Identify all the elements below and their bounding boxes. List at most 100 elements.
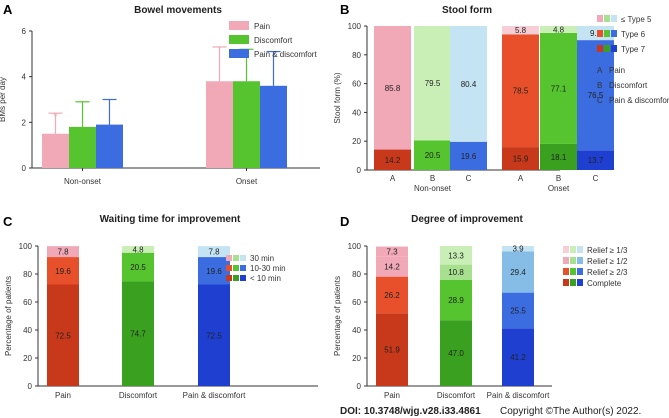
panel-b-key-label: Discomfort (609, 81, 648, 90)
panel-d-legend-swatch (563, 257, 569, 264)
panel-c-category-label: Pain (55, 391, 71, 400)
panel-d-bar-segment (502, 292, 534, 329)
panel-a-y-tick-label: 4 (22, 73, 27, 82)
panel-d-legend-swatch (577, 268, 583, 275)
panel-d-legend-swatch (563, 268, 569, 275)
panel-b-y-tick-label: 20 (352, 137, 361, 146)
panel-d-bar-segment (502, 251, 534, 293)
panel-d-bar-segment (502, 328, 534, 386)
panel-b-bar-label: 76.5 (588, 91, 604, 100)
panel-c-legend-swatch (240, 255, 246, 261)
panel-b-y-axis-label: Stool form (%) (333, 72, 342, 123)
panel-b-legend-swatch (597, 45, 603, 52)
panel-d-bar-label: 10.8 (448, 268, 464, 277)
panel-d-bar-label: 13.3 (448, 251, 464, 260)
panel-a-bar (233, 81, 260, 168)
panel-c-legend-swatch (233, 255, 239, 261)
panel-c-bar-label: 72.5 (206, 331, 222, 340)
panel-b-bar-label: 4.8 (553, 25, 565, 34)
panel-c-bar-label: 4.8 (132, 245, 144, 254)
panel-d-bar-label: 25.5 (510, 306, 526, 315)
panel-d-legend-swatch (563, 246, 569, 253)
panel-b-bar-segment (540, 143, 577, 170)
panel-b-bar-label: 77.1 (551, 84, 567, 93)
panel-b-category-label: C (593, 174, 599, 183)
copyright-text: Copyright ©The Author(s) 2022. (500, 406, 641, 417)
panel-d-bar-label: 41.2 (510, 353, 526, 362)
panel-c-legend-swatch (226, 255, 232, 261)
panel-c-legend-swatch (233, 275, 239, 281)
panel-c-bar-segment (47, 246, 79, 258)
panel-letter-a: A (3, 2, 13, 17)
figure-panels: A Bowel movements 0 2 4 6 BMs per day Non-onset… (0, 2, 669, 400)
panel-b-category-label: B (430, 174, 435, 183)
panel-c-bar-segment (198, 257, 230, 285)
panel-c-legend-label: 10-30 min (250, 264, 286, 273)
panel-d-bar-label: 3.9 (512, 245, 524, 254)
panel-a-bar (96, 124, 123, 168)
panel-b-y-tick-label: 80 (352, 51, 361, 60)
panel-b-key-letter: A (597, 66, 603, 75)
panel-a-y-axis-label: BMs per day (0, 77, 7, 122)
panel-a-legend-label: Discomfort (254, 36, 293, 45)
panel-d-legend-swatch (577, 257, 583, 264)
panel-b-legend-swatch (611, 45, 617, 52)
panel-b-legend-swatch (604, 45, 610, 52)
panel-c-bar-segment (47, 284, 79, 386)
panel-b-bar-label: 14.2 (385, 156, 401, 165)
panel-a-legend-label: Pain & discomfort (254, 50, 317, 59)
panel-d-bar-segment (440, 246, 472, 265)
panel-letter-d: D (340, 214, 349, 229)
panel-b-bar-segment (450, 141, 487, 170)
panel-c-bar-segment (198, 284, 230, 386)
panel-d-bar-segment (376, 276, 408, 314)
panel-d-legend-label: Complete (587, 279, 622, 288)
panel-b-legend-label: Type 7 (621, 45, 646, 54)
panel-d-legend-swatch (577, 246, 583, 253)
panel-b-legend-label: Type 6 (621, 30, 646, 39)
panel-d-legend-label: Relief ≥ 2/3 (587, 268, 628, 277)
panel-a-y-tick-label: 2 (22, 118, 27, 127)
panel-b-bar-segment (577, 150, 614, 170)
panel-d-legend-swatch (577, 279, 583, 286)
panel-a-bar (206, 81, 233, 168)
panel-b-bar-label: 20.5 (425, 151, 441, 160)
panel-c-y-tick-label: 60 (23, 298, 32, 307)
panel-b-legend-swatch (597, 30, 603, 37)
panel-a-bar (260, 85, 287, 168)
panel-a-legend-swatch (229, 35, 249, 44)
panel-d-bar-segment (440, 279, 472, 321)
panel-b-bar-label: 78.5 (513, 87, 529, 96)
panel-b-bar-segment (374, 26, 411, 150)
panel-c-bar-label: 72.5 (55, 331, 71, 340)
panel-d-bar-segment (502, 246, 534, 252)
panel-d-bar-segment (440, 264, 472, 280)
panel-d-bar-label: 51.9 (384, 346, 400, 355)
panel-b-bar-label: 79.5 (425, 79, 441, 88)
panel-c-legend-swatch (233, 265, 239, 271)
panel-b-y-tick-label: 60 (352, 80, 361, 89)
panel-d-y-tick-label: 80 (352, 270, 361, 279)
panel-d-legend-swatch (570, 257, 576, 264)
panel-b-bar-segment (502, 147, 539, 170)
panel-b-y-tick-label: 40 (352, 108, 361, 117)
panel-b-bar-segment (540, 32, 577, 144)
panel-b-bar-segment (414, 140, 451, 170)
panel-b-bar-label: 18.1 (551, 153, 567, 162)
panel-d-bar-segment (376, 313, 408, 386)
panel-c-y-tick-label: 20 (23, 354, 32, 363)
panel-b-title: Stool form (442, 5, 492, 16)
panel-d-category-label: Discomfort (437, 391, 476, 400)
panel-c-bar-label: 19.6 (206, 267, 222, 276)
panel-d-bar-segment (376, 256, 408, 277)
panel-b-bar-segment (502, 34, 539, 148)
panel-b-bar-segment (502, 26, 539, 35)
panel-d-legend-label: Relief ≥ 1/2 (587, 257, 628, 266)
panel-d-y-tick-label: 60 (352, 298, 361, 307)
panel-d-category-label: Pain (384, 391, 400, 400)
panel-d-legend-swatch (563, 279, 569, 286)
panel-c-bar-segment (198, 246, 230, 258)
panel-d-bar-label: 7.3 (386, 248, 398, 257)
doi-text: DOI: 10.3748/wjg.v28.i33.4861 (340, 406, 481, 417)
panel-b-category-label: C (466, 174, 472, 183)
